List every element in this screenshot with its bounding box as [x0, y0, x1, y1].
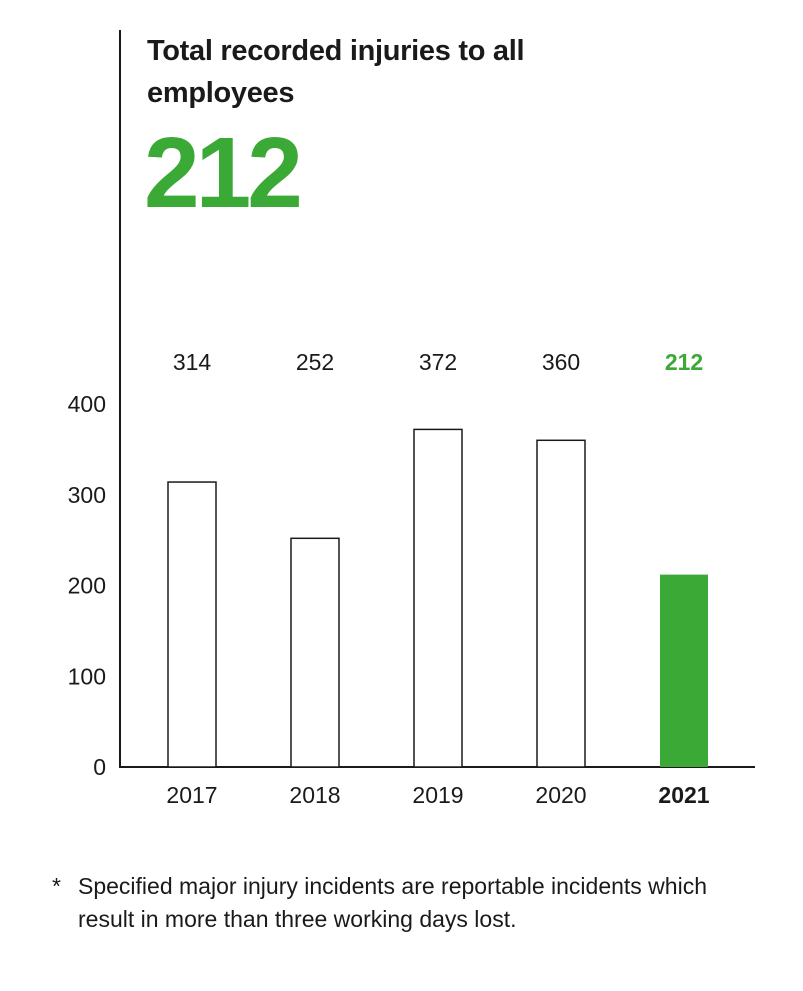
x-tick-label: 2020 [535, 782, 586, 808]
x-tick-label: 2021 [658, 782, 709, 808]
data-label: 314 [173, 349, 212, 375]
x-tick-label: 2018 [289, 782, 340, 808]
y-tick-label: 0 [93, 754, 106, 780]
bar [167, 481, 217, 768]
data-label: 360 [542, 349, 580, 375]
x-tick-label: 2019 [412, 782, 463, 808]
x-tick-label: 2017 [166, 782, 217, 808]
y-tick-label: 200 [68, 573, 106, 599]
data-label: 252 [296, 349, 334, 375]
headline-value: 212 [144, 117, 303, 229]
bar [413, 428, 463, 768]
bar [536, 439, 586, 768]
y-tick-label: 300 [68, 482, 106, 508]
data-label: 212 [665, 349, 703, 375]
y-tick-label: 100 [68, 663, 106, 689]
data-label: 372 [419, 349, 457, 375]
footnote-text: Specified major injury incidents are rep… [78, 873, 707, 932]
y-tick-label: 400 [68, 391, 106, 417]
bar-chart: 0 100 200 300 400 314 2017 252 2018 372 2019 360 202… [68, 30, 755, 808]
chart-title: Total recorded injuries to all employees [147, 35, 525, 109]
bar [660, 574, 708, 767]
footnote-marker: * [52, 873, 61, 899]
bar [290, 537, 340, 768]
